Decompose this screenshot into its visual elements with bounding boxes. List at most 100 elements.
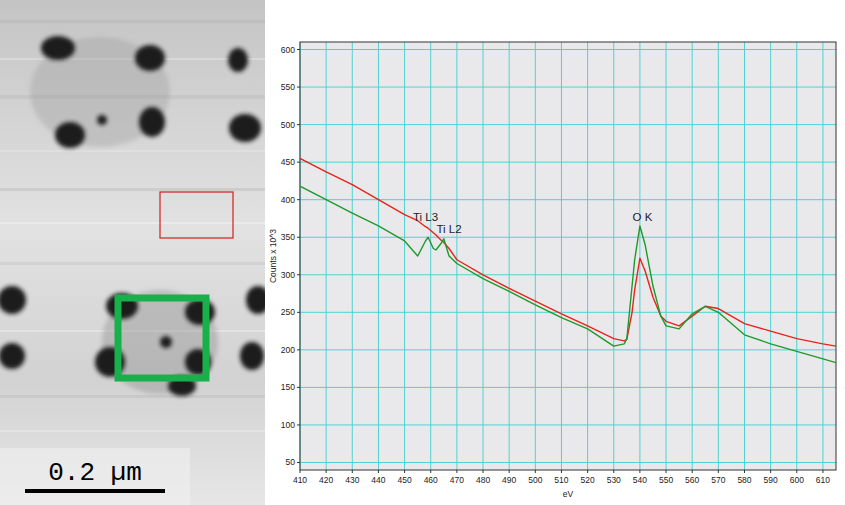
scan-streak [0,262,265,265]
x-axis-title: eV [563,489,574,499]
grid-line-x [378,42,379,470]
grid-line-x [509,42,510,470]
tick-label-y: 400 [281,195,295,205]
grid-line-y [300,124,836,125]
region-red [160,192,233,238]
cluster-halo [30,37,170,147]
plot-background [300,42,836,470]
particle [41,36,75,60]
tick-label-x: 600 [790,475,804,485]
tick-label-x: 420 [319,475,333,485]
particle [240,342,264,370]
tick-label-x: 450 [397,475,411,485]
y-axis-title: Counts x 10^3 [268,229,278,283]
grid-line-x [639,42,640,470]
grid-line-x [666,42,667,470]
tick-label-y: 450 [281,157,295,167]
particle [135,45,165,71]
tick-label-y: 300 [281,270,295,280]
peak-label: Ti L2 [436,223,461,235]
region-green [118,298,206,378]
scan-streak [0,395,265,398]
grid-line-x [692,42,693,470]
grid-line-y [300,312,836,313]
particle [228,48,248,72]
tick-label-y: 600 [281,45,295,55]
tick-label-x: 610 [816,475,830,485]
tick-label-y: 50 [286,457,296,467]
tick-label-x: 570 [711,475,725,485]
tick-label-y: 250 [281,307,295,317]
grid-line-x [744,42,745,470]
grid [300,42,836,470]
particle [0,343,25,369]
tick-label-x: 500 [528,475,542,485]
ticks: 410 420 430 440 450 460 470 480 490 500 510 520 530 5… [281,45,830,485]
scan-streak [0,20,265,23]
scan-streak [0,150,265,152]
tick-label-y: 100 [281,420,295,430]
grid-line-x [404,42,405,470]
grid-line-y [300,387,836,388]
scale-bar-ground [0,448,190,505]
tick-label-y: 200 [281,345,295,355]
tick-label-x: 550 [659,475,673,485]
grid-line-x [587,42,588,470]
tick-label-x: 430 [345,475,359,485]
series-lines [300,158,836,362]
scale-bar [25,489,165,493]
grid-line-y [300,462,836,463]
grid-line-x [535,42,536,470]
grid-line-y [300,162,836,163]
tick-label-x: 560 [685,475,699,485]
micrograph: 0.2 µm [0,0,265,505]
tick-label-y: 150 [281,382,295,392]
grid-line-x [770,42,771,470]
tick-label-x: 460 [424,475,438,485]
spectrum-line [300,158,836,346]
scan-streak [0,188,265,191]
particle [139,107,165,137]
tick-label-x: 530 [607,475,621,485]
cluster-halo [102,290,218,394]
tick-label-x: 510 [554,475,568,485]
tick-label-x: 540 [633,475,647,485]
scan-streak [0,430,265,432]
particle [229,114,261,142]
grid-line-y [300,87,836,88]
plot-frame [300,42,836,470]
tick-label-x: 410 [293,475,307,485]
particle [0,286,26,314]
tick-label-x: 490 [502,475,516,485]
grid-line-x [430,42,431,470]
grid-line-y [300,237,836,238]
tick-label-x: 440 [371,475,385,485]
grid-line-x [718,42,719,470]
grid-line-x [456,42,457,470]
grid-line-x [613,42,614,470]
grid-line-x [822,42,823,470]
grid-line-y [300,424,836,425]
scale-bar-label: 0.2 µm [48,458,142,488]
tick-label-x: 590 [764,475,778,485]
tick-label-x: 470 [450,475,464,485]
spectrum-line [300,186,836,362]
particle [246,286,265,314]
particle [160,336,172,348]
grid-line-y [300,49,836,50]
grid-line-y [300,274,836,275]
peak-label: O K [633,211,653,223]
grid-line-x [483,42,484,470]
scan-streak [0,222,265,224]
tick-label-y: 550 [281,82,295,92]
grid-line-x [352,42,353,470]
particle [55,122,85,148]
tick-label-x: 520 [581,475,595,485]
tick-label-x: 480 [476,475,490,485]
particle [185,299,215,325]
figure: 0.2 µm 410 420 430 440 450 460 470 480 490 500 510 5… [0,0,845,505]
tick-label-y: 500 [281,120,295,130]
grid-line-y [300,349,836,350]
peak-label: Ti L3 [413,211,438,223]
micrograph-background [0,0,265,505]
